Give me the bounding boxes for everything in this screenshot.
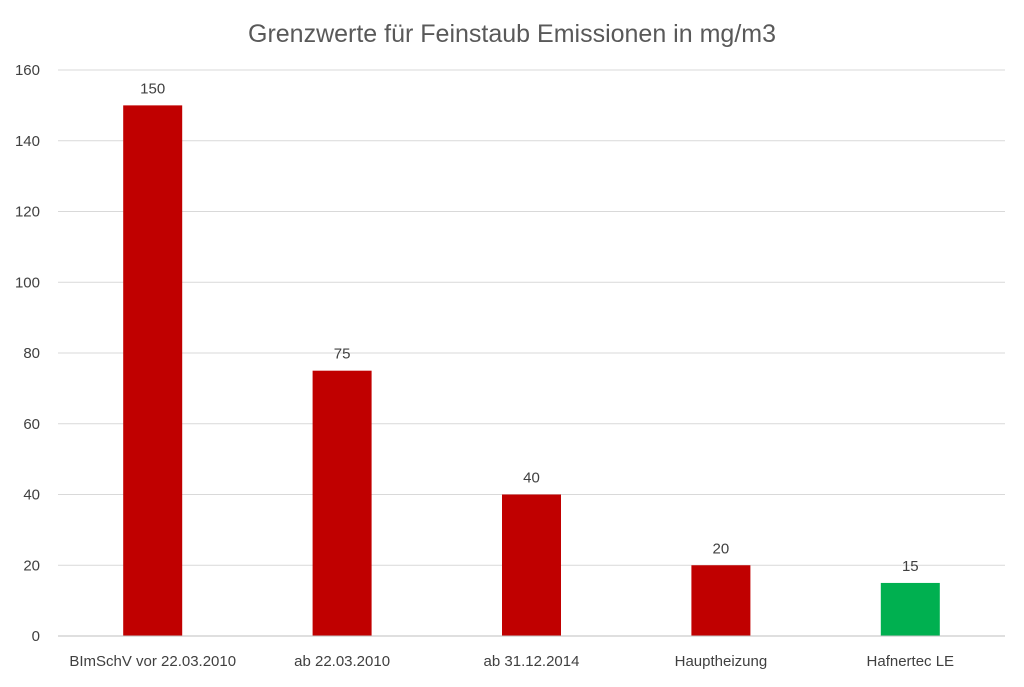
- data-label: 40: [523, 470, 540, 487]
- x-tick-label: ab 31.12.2014: [484, 653, 580, 670]
- y-axis-ticks: 0 20 40 60 80 100 120 140 160: [15, 62, 40, 645]
- data-label: 75: [334, 346, 351, 363]
- gridlines: [58, 69, 1005, 566]
- x-axis-ticks: BImSchV vor 22.03.2010 ab 22.03.2010 ab 31…: [69, 653, 954, 670]
- data-label: 150: [140, 80, 165, 97]
- data-labels: 150 75 40 20 15: [140, 80, 918, 575]
- x-tick-label: ab 22.03.2010: [294, 653, 390, 670]
- y-tick-label: 40: [23, 487, 40, 504]
- bars: [123, 105, 940, 636]
- chart-title: Grenzwerte für Feinstaub Emissionen in m…: [248, 20, 776, 48]
- x-tick-label: BImSchV vor 22.03.2010: [69, 653, 236, 670]
- y-tick-label: 80: [23, 345, 40, 362]
- x-tick-label: Hafnertec LE: [867, 653, 955, 670]
- x-tick-label: Hauptheizung: [675, 653, 768, 670]
- data-label: 20: [713, 540, 730, 557]
- bar: [312, 370, 372, 636]
- y-tick-label: 60: [23, 416, 40, 433]
- data-label: 15: [902, 558, 919, 575]
- y-tick-label: 120: [15, 204, 40, 221]
- y-tick-label: 160: [15, 62, 40, 79]
- y-tick-label: 140: [15, 133, 40, 150]
- y-tick-label: 100: [15, 274, 40, 291]
- bar: [502, 494, 561, 636]
- bar: [880, 582, 940, 636]
- bar: [123, 105, 183, 636]
- bar: [691, 565, 751, 636]
- y-tick-label: 0: [32, 628, 40, 645]
- y-tick-label: 20: [23, 557, 40, 574]
